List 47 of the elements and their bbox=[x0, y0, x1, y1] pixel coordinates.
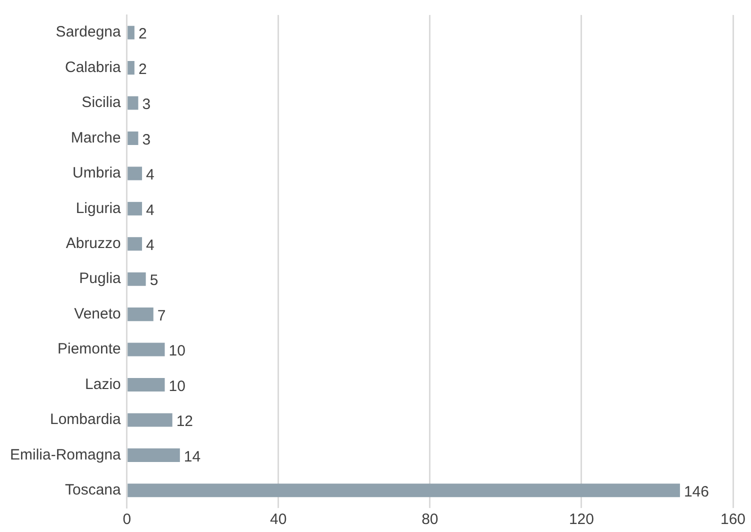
data-label: 7 bbox=[157, 307, 166, 324]
y-tick-label: Toscana bbox=[65, 482, 122, 499]
y-tick-label: Puglia bbox=[79, 270, 122, 288]
bar bbox=[128, 308, 154, 322]
data-label: 2 bbox=[138, 26, 147, 43]
bar bbox=[128, 448, 180, 462]
y-tick-label: Piemonte bbox=[58, 340, 121, 358]
x-tick-label: 120 bbox=[568, 511, 594, 528]
bar bbox=[128, 26, 134, 40]
bar bbox=[128, 131, 138, 146]
bar bbox=[128, 237, 142, 251]
data-label: 5 bbox=[150, 272, 158, 290]
data-label: 2 bbox=[138, 60, 147, 78]
data-label: 4 bbox=[146, 166, 154, 184]
y-tick-label: Calabria bbox=[65, 58, 122, 76]
y-tick-label: Lombardia bbox=[50, 411, 122, 428]
x-tick-label: 160 bbox=[720, 511, 746, 528]
bar bbox=[128, 202, 142, 216]
data-label: 146 bbox=[684, 484, 709, 501]
data-label: 3 bbox=[142, 96, 151, 114]
y-tick-label: Sicilia bbox=[82, 94, 122, 112]
bar bbox=[128, 61, 134, 75]
data-label: 10 bbox=[168, 342, 186, 360]
data-label: 4 bbox=[146, 237, 154, 254]
x-tick-label: 80 bbox=[422, 511, 438, 528]
data-label: 12 bbox=[176, 413, 194, 430]
data-label: 3 bbox=[142, 131, 151, 148]
y-tick-label: Umbria bbox=[72, 164, 122, 182]
bar bbox=[128, 272, 146, 286]
y-tick-label: Veneto bbox=[74, 305, 121, 322]
data-label: 14 bbox=[184, 448, 201, 466]
data-label: 4 bbox=[146, 202, 154, 219]
y-tick-label: Abruzzo bbox=[66, 235, 121, 252]
bar bbox=[128, 166, 142, 180]
bar bbox=[128, 96, 138, 110]
y-tick-label: Lazio bbox=[85, 376, 121, 393]
bar bbox=[128, 484, 680, 498]
x-tick-label: 40 bbox=[270, 511, 287, 528]
bar bbox=[128, 378, 165, 392]
bar bbox=[128, 342, 165, 356]
x-tick-label: 0 bbox=[122, 511, 132, 528]
data-label: 10 bbox=[168, 378, 186, 395]
bar bbox=[128, 413, 172, 427]
y-tick-label: Marche bbox=[70, 129, 121, 146]
y-tick-label: Liguria bbox=[76, 200, 122, 217]
y-tick-label: Sardegna bbox=[56, 24, 122, 41]
y-tick-label: Emilia-Romagna bbox=[10, 446, 122, 464]
